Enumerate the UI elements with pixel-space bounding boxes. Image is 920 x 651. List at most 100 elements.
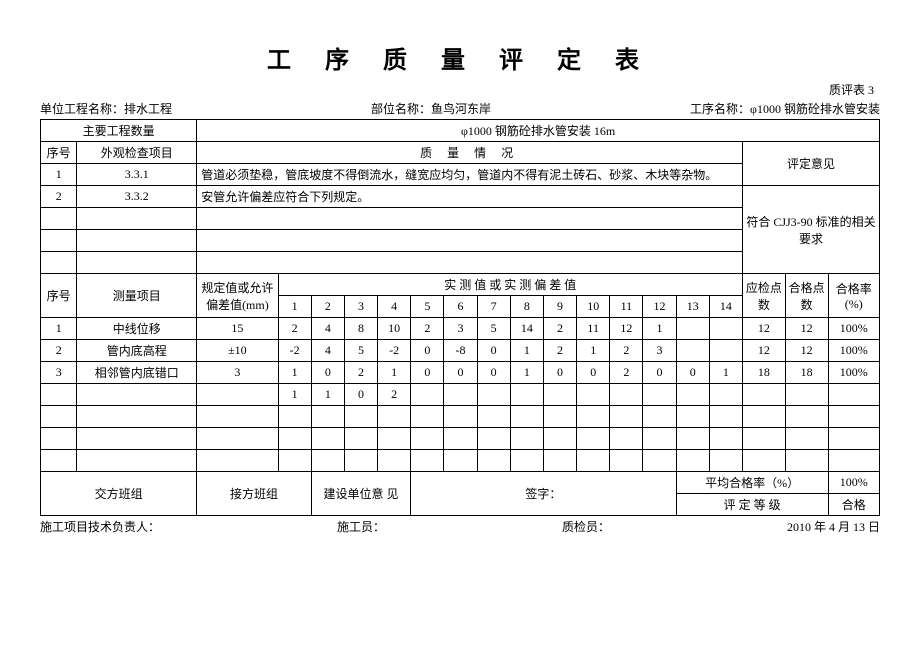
cell: -8 [444,340,477,362]
cell [510,428,543,450]
inspector: 质检员： [562,518,610,535]
cell: 1 [378,362,411,384]
cell: 1 [278,384,311,406]
cell: 14 [510,318,543,340]
cell: 2 [411,318,444,340]
col-measure-item: 测量项目 [77,274,197,318]
cell [828,406,879,428]
col-spec: 规定值或允许偏差值(mm) [197,274,278,318]
receiver-label: 接方班组 [197,472,312,516]
unit-label: 单位工程名称： [40,102,124,116]
cell [828,384,879,406]
cell: 5 [344,340,377,362]
cell [477,450,510,472]
cell [510,384,543,406]
table-row: 1102 [41,384,880,406]
cell: 5 [477,318,510,340]
cell [378,406,411,428]
cell [785,384,828,406]
cell [510,450,543,472]
cell: 2 [41,186,77,208]
avg-rate-value: 100% [828,472,879,494]
tech-leader: 施工项目技术负责人： [40,518,160,535]
cell: 3 [41,362,77,384]
cell: 1 [41,318,77,340]
cell [444,406,477,428]
cell [41,406,77,428]
cell [477,406,510,428]
cell [197,428,278,450]
cell: 相邻管内底错口 [77,362,197,384]
col-seq: 序号 [41,142,77,164]
cell [577,406,610,428]
cell: 100% [828,362,879,384]
cell: 4 [311,340,344,362]
cell: -2 [378,340,411,362]
cell [643,384,676,406]
cell [197,406,278,428]
cell [709,340,742,362]
cell [311,406,344,428]
main-qty-desc: φ1000 钢筋砼排水管安装 16m [197,120,880,142]
cell [278,450,311,472]
cell: 15 [197,318,278,340]
col-num: 5 [411,296,444,318]
cell [477,428,510,450]
cell: 3.3.1 [77,164,197,186]
col-num: 11 [610,296,643,318]
cell: 1 [643,318,676,340]
cell: 1 [311,384,344,406]
table-row: 3相邻管内底错口3102100010020011818100% [41,362,880,384]
cell: 8 [344,318,377,340]
part-value: 鱼鸟河东岸 [431,102,491,116]
col-values: 实 测 值 或 实 测 偏 差 值 [278,274,742,296]
cell: 2 [41,340,77,362]
cell [543,406,576,428]
col-num: 13 [676,296,709,318]
cell: 安管允许偏差应符合下列规定。 [197,186,743,208]
page-title: 工 序 质 量 评 定 表 [40,40,880,75]
col-checkpts: 应检点数 [742,274,785,318]
builder: 施工员： [337,518,385,535]
cell [344,406,377,428]
footer-info: 施工项目技术负责人： 施工员： 质检员： 2010 年 4 月 13 日 [40,518,880,535]
cell [828,450,879,472]
cell [378,450,411,472]
col-num: 3 [344,296,377,318]
sign-label: 签字： [411,472,676,516]
cell: 0 [411,362,444,384]
col-num: 7 [477,296,510,318]
cell: 0 [643,362,676,384]
col-num: 1 [278,296,311,318]
cell: 0 [577,362,610,384]
avg-rate-label: 平均合格率（%） [676,472,828,494]
cell: 2 [378,384,411,406]
cell [610,406,643,428]
cell [41,428,77,450]
cell [742,384,785,406]
cell: 1 [709,362,742,384]
cell: 12 [785,340,828,362]
cell: 3 [444,318,477,340]
cell: 中线位移 [77,318,197,340]
col-num: 4 [378,296,411,318]
unit-value: 排水工程 [124,102,172,116]
main-table: 主要工程数量 φ1000 钢筋砼排水管安装 16m 序号 外观检查项目 质 量 … [40,119,880,516]
cell: 0 [543,362,576,384]
cell: 1 [41,164,77,186]
cell: 管道必须垫稳，管底坡度不得倒流水，缝宽应均匀，管道内不得有泥土砖石、砂浆、木块等… [197,164,743,186]
grade-label: 评 定 等 级 [676,494,828,516]
cell: 1 [510,362,543,384]
cell: 0 [477,362,510,384]
cell: 1 [510,340,543,362]
cell [411,384,444,406]
cell: 4 [311,318,344,340]
cell [378,428,411,450]
cell [278,428,311,450]
cell [543,428,576,450]
cell [742,428,785,450]
cell [610,450,643,472]
cell [643,406,676,428]
cell [577,428,610,450]
cell: 12 [610,318,643,340]
